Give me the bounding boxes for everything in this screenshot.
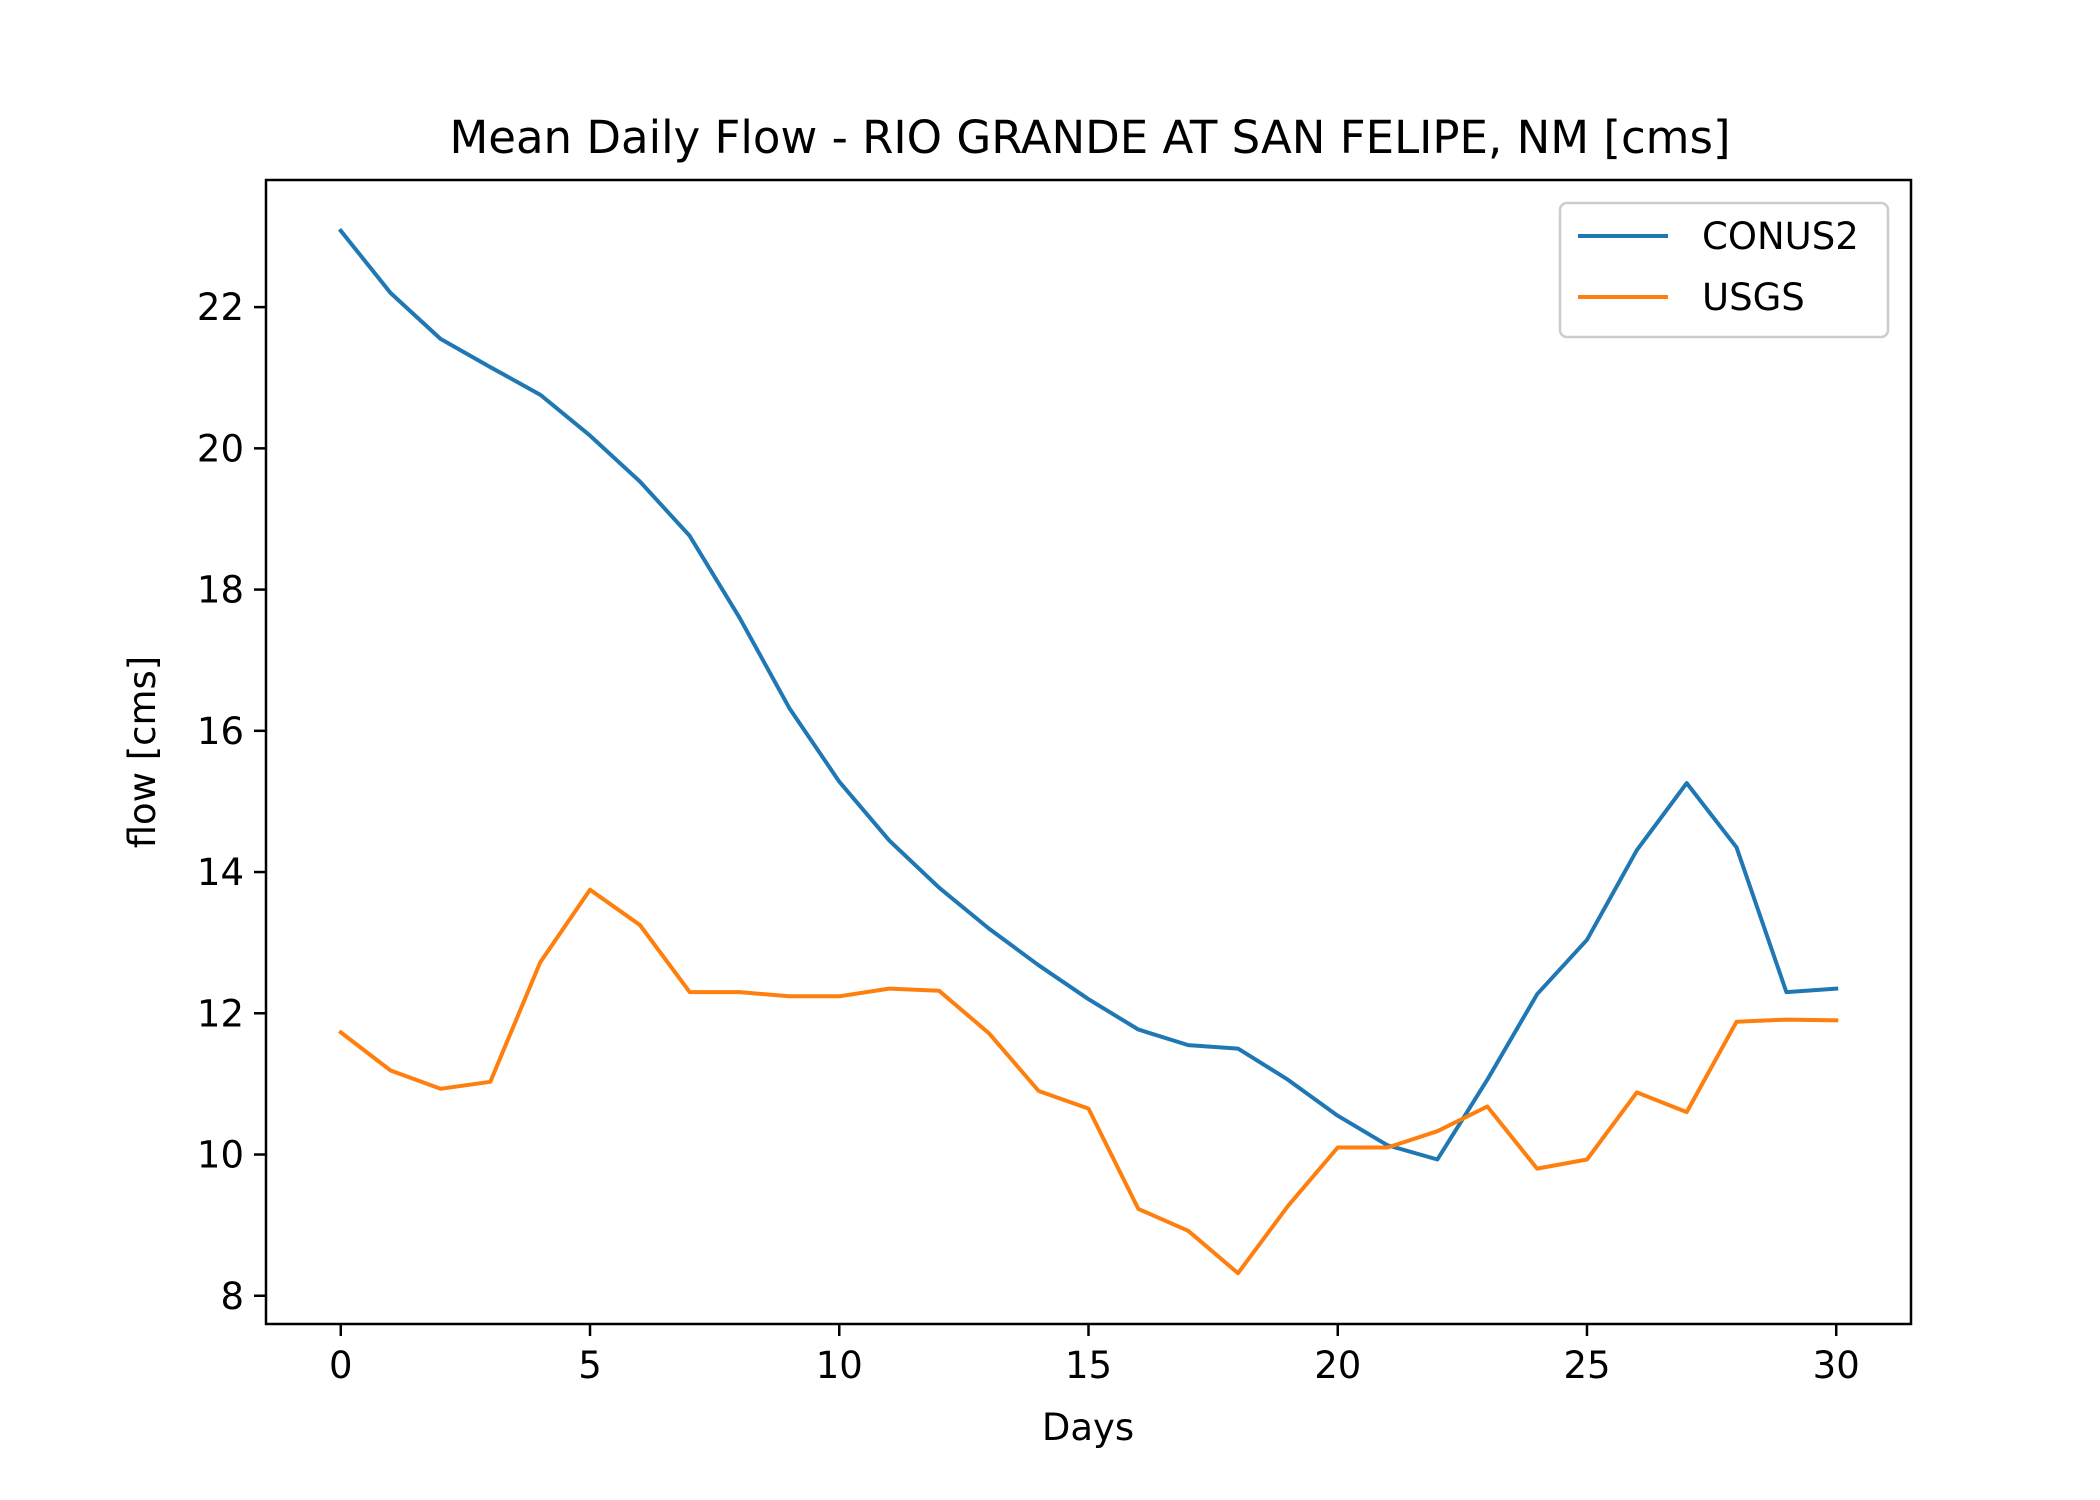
y-tick-label: 22 (197, 286, 244, 329)
plot-area (337, 227, 1839, 1276)
chart-title: Mean Daily Flow - RIO GRANDE AT SAN FELI… (449, 111, 1730, 164)
y-tick-label: 20 (197, 427, 244, 470)
y-axis: 8 10 12 14 16 18 20 22 (197, 286, 266, 1318)
legend: CONUS2 USGS (1558, 201, 1890, 339)
y-tick-label: 8 (220, 1275, 244, 1318)
y-axis-title: flow [cms] (121, 656, 164, 849)
legend-label-usgs: USGS (1702, 276, 1805, 319)
y-tick-label: 12 (197, 992, 244, 1035)
legend-label-conus2: CONUS2 (1702, 215, 1859, 258)
x-tick-label: 30 (1813, 1344, 1860, 1387)
x-tick-label: 5 (578, 1344, 602, 1387)
x-axis-title: Days (1042, 1406, 1134, 1449)
x-tick-label: 25 (1563, 1344, 1610, 1387)
y-tick-label: 18 (197, 569, 244, 612)
y-tick-label: 16 (197, 710, 244, 753)
x-tick-label: 20 (1314, 1344, 1361, 1387)
y-tick-label: 14 (197, 851, 244, 894)
x-axis: 0 5 10 15 20 25 30 (329, 1324, 1860, 1387)
y-tick-label: 10 (197, 1134, 244, 1177)
x-tick-label: 10 (816, 1344, 863, 1387)
x-tick-label: 15 (1065, 1344, 1112, 1387)
x-tick-label: 0 (329, 1344, 353, 1387)
